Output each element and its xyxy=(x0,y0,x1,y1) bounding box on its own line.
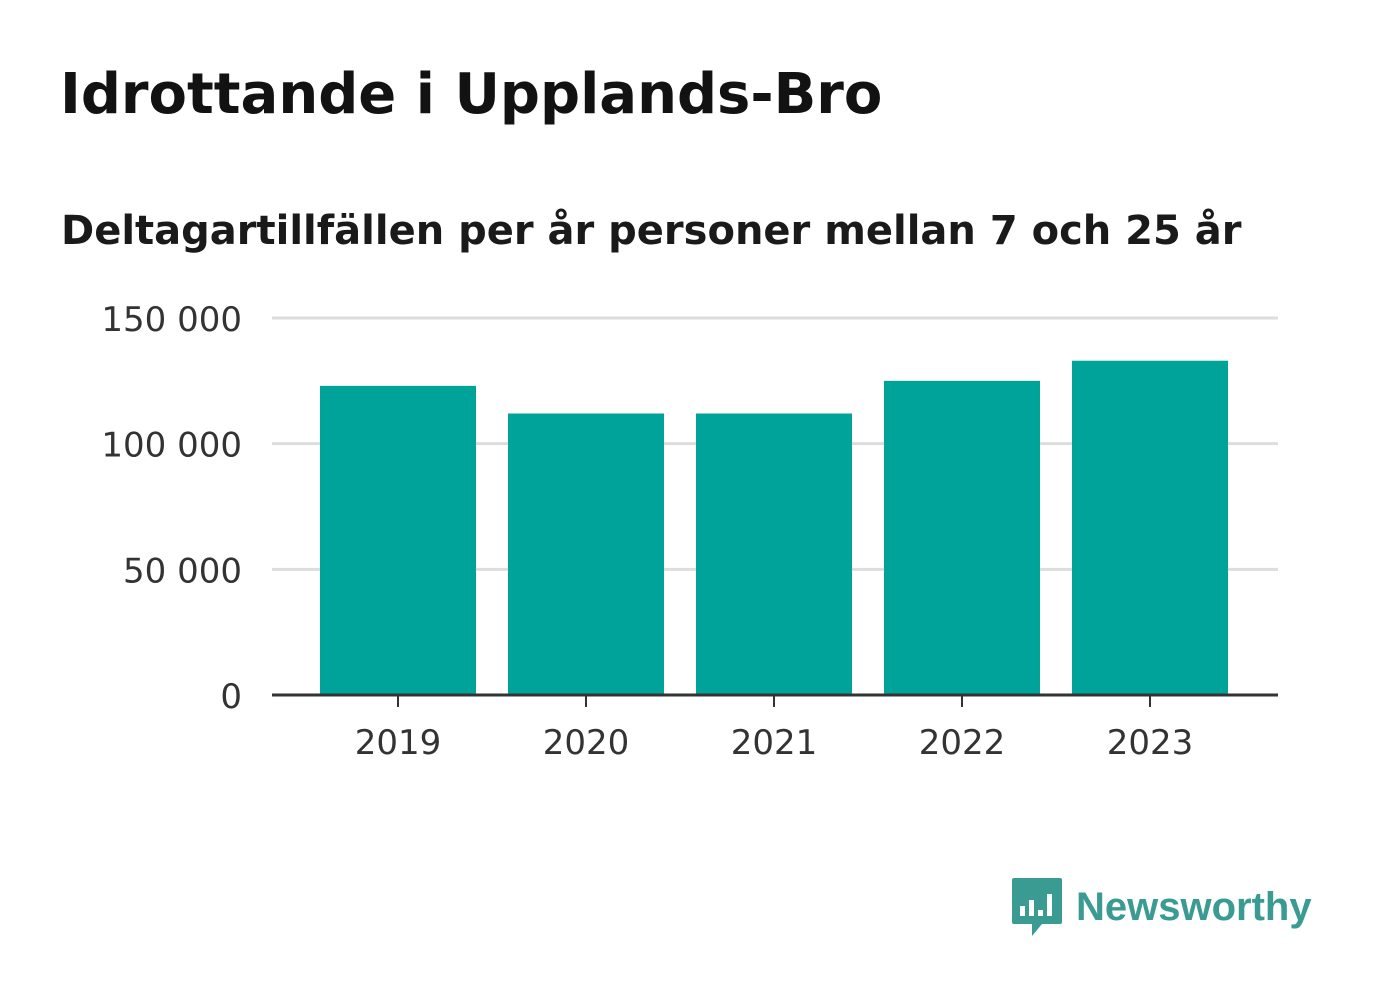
x-tick-label: 2021 xyxy=(731,723,818,763)
y-tick-label: 100 000 xyxy=(101,426,242,466)
x-tick-label: 2020 xyxy=(543,723,630,763)
x-tick-label: 2022 xyxy=(919,723,1006,763)
chart-subtitle: Deltagartillfällen per år personer mella… xyxy=(61,208,1242,254)
y-tick-label: 50 000 xyxy=(123,551,242,591)
y-tick-label: 150 000 xyxy=(101,300,242,340)
x-tick-label: 2023 xyxy=(1107,723,1194,763)
speech-bubble-bar-chart-icon xyxy=(1012,878,1062,936)
bar-2019 xyxy=(320,385,476,695)
chart-title: Idrottande i Upplands-Bro xyxy=(60,62,883,127)
bar-2022 xyxy=(884,380,1040,695)
axes: 0 50 000 100 000 150 000 2019 2020 2021 2022 202… xyxy=(101,300,1278,763)
y-tick-label: 0 xyxy=(220,677,242,717)
bar-2023 xyxy=(1072,360,1228,695)
bar-2020 xyxy=(508,413,664,695)
x-tick-label: 2019 xyxy=(355,723,442,763)
bars xyxy=(320,360,1228,695)
brand-name: Newsworthy xyxy=(1076,884,1312,929)
bar-2021 xyxy=(696,413,852,695)
newsworthy-logo: Newsworthy xyxy=(1010,876,1312,938)
